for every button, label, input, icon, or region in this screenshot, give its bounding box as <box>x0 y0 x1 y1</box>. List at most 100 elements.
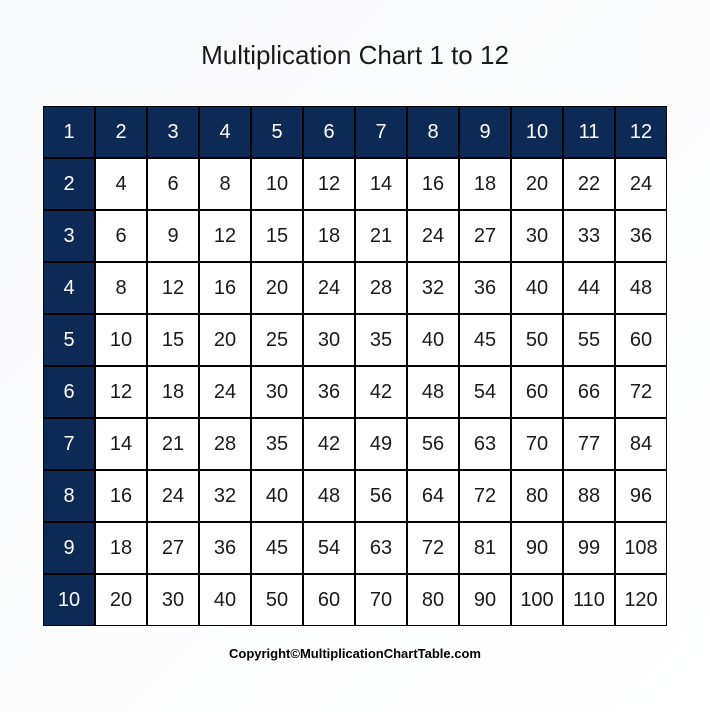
data-cell: 96 <box>615 470 667 522</box>
data-cell: 80 <box>511 470 563 522</box>
multiplication-table: 1234567891011122468101214161820222436912… <box>43 106 667 626</box>
data-cell: 16 <box>199 262 251 314</box>
data-cell: 60 <box>615 314 667 366</box>
data-cell: 25 <box>251 314 303 366</box>
data-cell: 50 <box>251 574 303 626</box>
data-cell: 81 <box>459 522 511 574</box>
row-leader-cell: 5 <box>43 314 95 366</box>
data-cell: 18 <box>95 522 147 574</box>
data-cell: 4 <box>95 158 147 210</box>
data-cell: 15 <box>147 314 199 366</box>
data-cell: 32 <box>407 262 459 314</box>
data-cell: 16 <box>407 158 459 210</box>
data-cell: 18 <box>147 366 199 418</box>
header-cell: 6 <box>303 106 355 158</box>
data-cell: 80 <box>407 574 459 626</box>
data-cell: 24 <box>199 366 251 418</box>
header-cell: 2 <box>95 106 147 158</box>
data-cell: 35 <box>251 418 303 470</box>
data-cell: 108 <box>615 522 667 574</box>
data-cell: 55 <box>563 314 615 366</box>
data-cell: 30 <box>303 314 355 366</box>
data-cell: 10 <box>95 314 147 366</box>
data-cell: 63 <box>459 418 511 470</box>
data-cell: 42 <box>355 366 407 418</box>
table-row: 24681012141618202224 <box>43 158 667 210</box>
table-row: 71421283542495663707784 <box>43 418 667 470</box>
data-cell: 20 <box>251 262 303 314</box>
table-row: 61218243036424854606672 <box>43 366 667 418</box>
data-cell: 22 <box>563 158 615 210</box>
data-cell: 40 <box>511 262 563 314</box>
header-cell: 11 <box>563 106 615 158</box>
data-cell: 27 <box>147 522 199 574</box>
data-cell: 28 <box>199 418 251 470</box>
data-cell: 12 <box>147 262 199 314</box>
header-cell: 9 <box>459 106 511 158</box>
data-cell: 64 <box>407 470 459 522</box>
data-cell: 48 <box>407 366 459 418</box>
data-cell: 24 <box>615 158 667 210</box>
data-cell: 72 <box>615 366 667 418</box>
row-leader-cell: 4 <box>43 262 95 314</box>
data-cell: 18 <box>303 210 355 262</box>
data-cell: 90 <box>459 574 511 626</box>
header-cell: 3 <box>147 106 199 158</box>
row-leader-cell: 2 <box>43 158 95 210</box>
data-cell: 49 <box>355 418 407 470</box>
data-cell: 33 <box>563 210 615 262</box>
page-title: Multiplication Chart 1 to 12 <box>201 40 509 71</box>
row-leader-cell: 3 <box>43 210 95 262</box>
data-cell: 18 <box>459 158 511 210</box>
data-cell: 72 <box>459 470 511 522</box>
data-cell: 45 <box>459 314 511 366</box>
data-cell: 30 <box>511 210 563 262</box>
data-cell: 66 <box>563 366 615 418</box>
data-cell: 8 <box>199 158 251 210</box>
data-cell: 20 <box>95 574 147 626</box>
table-row: 369121518212427303336 <box>43 210 667 262</box>
data-cell: 48 <box>303 470 355 522</box>
data-cell: 36 <box>615 210 667 262</box>
table-row: 51015202530354045505560 <box>43 314 667 366</box>
table-row: 918273645546372819099108 <box>43 522 667 574</box>
data-cell: 77 <box>563 418 615 470</box>
data-cell: 99 <box>563 522 615 574</box>
data-cell: 36 <box>303 366 355 418</box>
data-cell: 15 <box>251 210 303 262</box>
data-cell: 50 <box>511 314 563 366</box>
data-cell: 70 <box>511 418 563 470</box>
data-cell: 40 <box>199 574 251 626</box>
data-cell: 35 <box>355 314 407 366</box>
data-cell: 6 <box>147 158 199 210</box>
data-cell: 20 <box>199 314 251 366</box>
data-cell: 27 <box>459 210 511 262</box>
data-cell: 8 <box>95 262 147 314</box>
copyright-text: Copyright©MultiplicationChartTable.com <box>229 646 481 661</box>
data-cell: 32 <box>199 470 251 522</box>
data-cell: 21 <box>147 418 199 470</box>
data-cell: 30 <box>147 574 199 626</box>
data-cell: 20 <box>511 158 563 210</box>
row-leader-cell: 7 <box>43 418 95 470</box>
data-cell: 6 <box>95 210 147 262</box>
header-cell: 8 <box>407 106 459 158</box>
data-cell: 56 <box>407 418 459 470</box>
data-cell: 24 <box>303 262 355 314</box>
header-cell: 4 <box>199 106 251 158</box>
data-cell: 30 <box>251 366 303 418</box>
row-leader-cell: 10 <box>43 574 95 626</box>
header-cell: 12 <box>615 106 667 158</box>
data-cell: 44 <box>563 262 615 314</box>
data-cell: 84 <box>615 418 667 470</box>
data-cell: 60 <box>303 574 355 626</box>
data-cell: 42 <box>303 418 355 470</box>
data-cell: 40 <box>407 314 459 366</box>
table-row: 102030405060708090100110120 <box>43 574 667 626</box>
data-cell: 36 <box>199 522 251 574</box>
data-cell: 60 <box>511 366 563 418</box>
data-cell: 88 <box>563 470 615 522</box>
data-cell: 56 <box>355 470 407 522</box>
data-cell: 40 <box>251 470 303 522</box>
data-cell: 54 <box>459 366 511 418</box>
